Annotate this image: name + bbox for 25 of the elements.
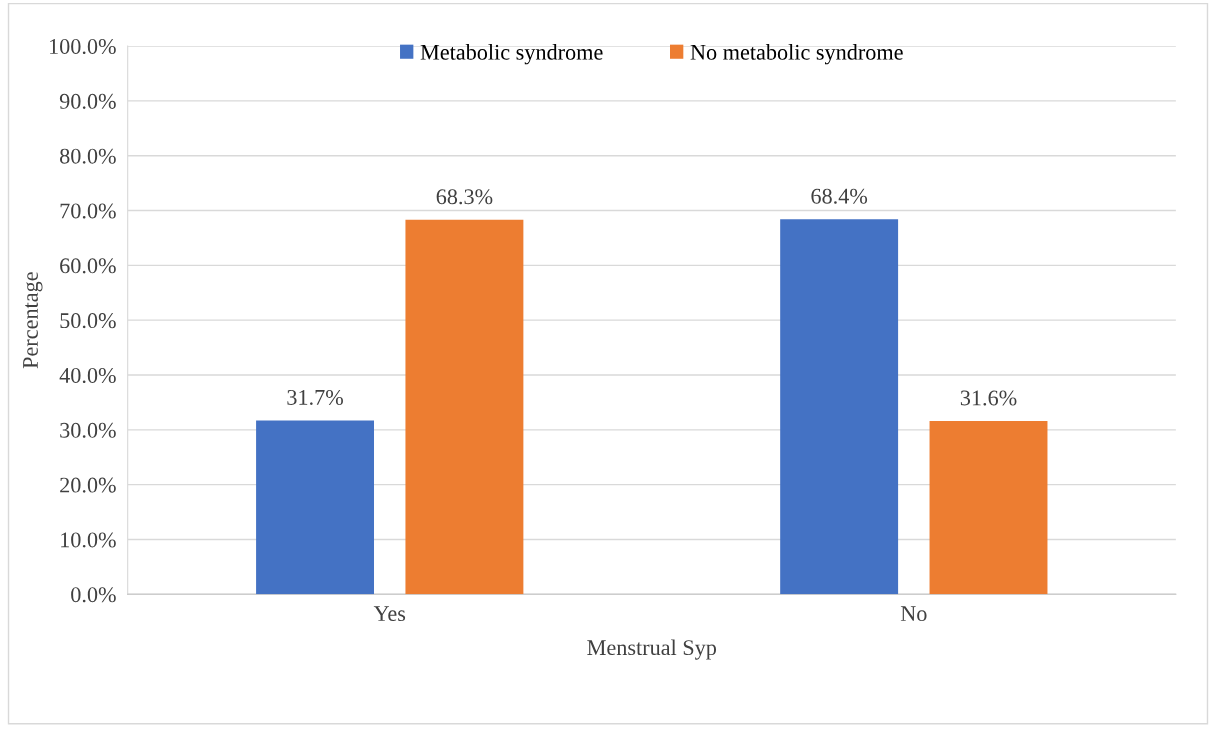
y-tick-label: 20.0% xyxy=(60,477,116,493)
y-tick-label: 70.0% xyxy=(60,203,116,219)
bar xyxy=(929,421,1048,595)
data-label: 31.6% xyxy=(960,390,1017,406)
data-label: 68.3% xyxy=(436,189,493,205)
x-axis-title: Menstrual Syp xyxy=(587,639,717,660)
x-tick-label: No xyxy=(900,606,927,622)
y-tick-label: 40.0% xyxy=(59,367,116,384)
y-tick-label: 50.0% xyxy=(60,313,116,329)
y-tick-label: 0.0% xyxy=(71,587,116,603)
y-axis-title: Percentage xyxy=(23,272,43,369)
x-tick-label: Yes xyxy=(373,606,406,622)
y-tick-label: 80.0% xyxy=(60,148,116,164)
legend-label: No metabolic syndrome xyxy=(690,44,903,65)
data-label: 68.4% xyxy=(811,188,868,204)
bar xyxy=(405,219,524,595)
y-tick-label: 30.0% xyxy=(60,422,116,438)
bar xyxy=(256,420,375,595)
y-tick-label: 90.0% xyxy=(59,93,116,109)
y-tick-label: 100.0% xyxy=(50,38,116,55)
legend-label: Metabolic syndrome xyxy=(420,44,603,65)
bar xyxy=(780,219,899,595)
data-label: 31.7% xyxy=(287,389,343,405)
y-tick-label: 60.0% xyxy=(60,258,116,274)
y-tick-label: 10.0% xyxy=(61,532,116,548)
